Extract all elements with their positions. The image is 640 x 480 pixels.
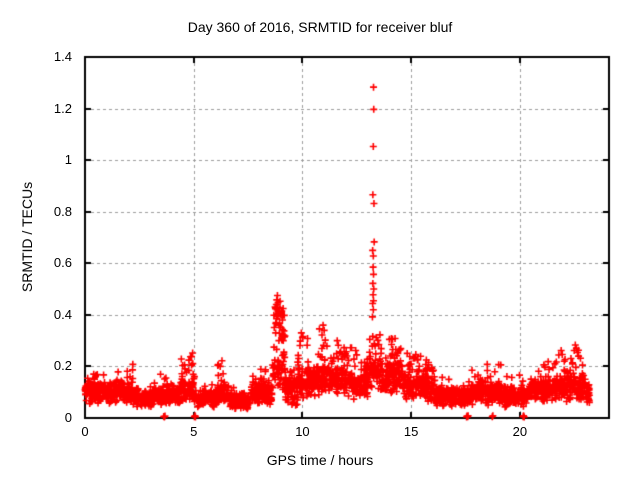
x-tick-label: 5	[190, 424, 198, 439]
y-tick-labels: 0 0.2 0.4 0.6 0.8 1 1.2 1.4	[0, 0, 72, 480]
x-tick-label: 0	[81, 424, 89, 439]
y-tick-label: 1	[64, 152, 72, 168]
y-tick-label: 0	[64, 410, 72, 425]
chart-title: Day 360 of 2016, SRMTID for receiver blu…	[187, 19, 453, 35]
y-tick-label: 0.4	[53, 306, 72, 322]
y-tick-label: 0.6	[53, 255, 72, 271]
y-tick-label: 1.4	[53, 49, 72, 64]
x-tick-label: 20	[512, 424, 528, 439]
y-tick-label: 0.8	[53, 203, 72, 219]
y-tick-label: 0.2	[53, 358, 72, 374]
x-tick-label: 10	[295, 424, 310, 439]
y-tick-label: 1.2	[53, 100, 72, 116]
x-axis-title: GPS time / hours	[266, 452, 374, 468]
x-tick-label: 15	[403, 424, 419, 439]
